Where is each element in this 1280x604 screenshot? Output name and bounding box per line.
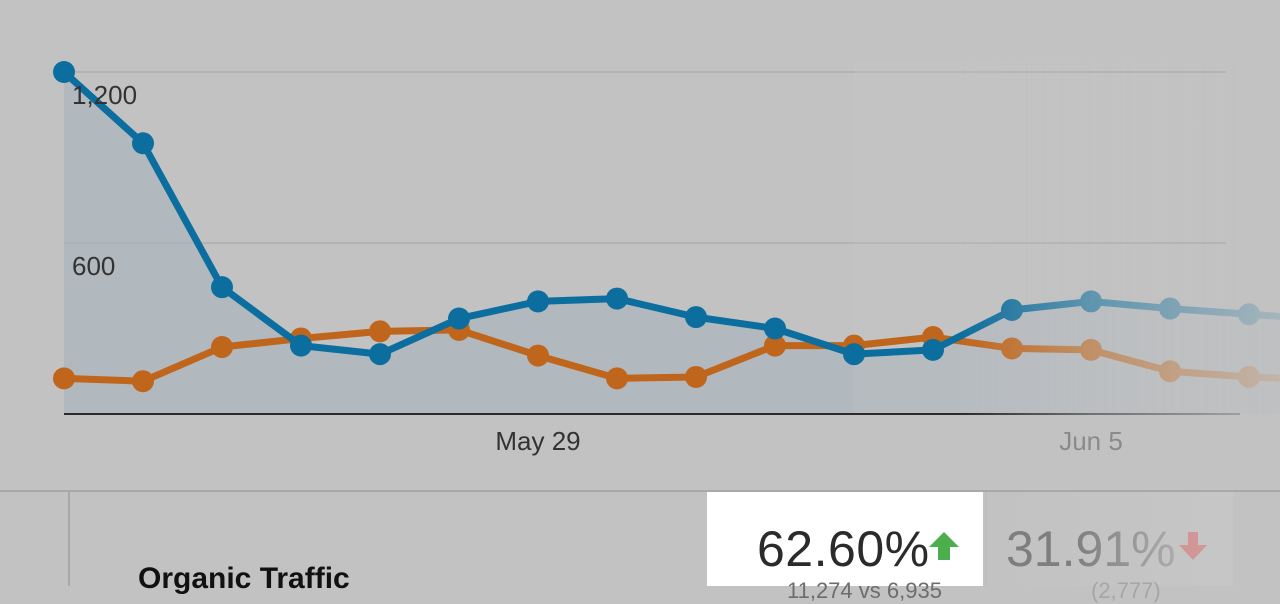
series-1-point-15 (1238, 365, 1260, 388)
current-period-cell[interactable]: 62.60% 11,274 vs 6,935 (707, 492, 983, 603)
series-0-point-0 (53, 61, 75, 83)
series-0-point-1 (132, 132, 154, 155)
series-0-point-12 (1001, 298, 1023, 321)
series-0-point-13 (1080, 290, 1102, 313)
series-1-point-8 (685, 365, 707, 388)
series-1-point-7 (606, 367, 628, 390)
current-change-percent: 62.60% (757, 521, 930, 577)
chart-svg: 1,200 600 May 29 Jun 5 (53, 61, 1280, 456)
projected-band (854, 62, 1246, 414)
series-0-point-9 (764, 317, 786, 340)
row-handle-cell (0, 492, 70, 586)
series-0-point-6 (527, 290, 549, 313)
previous-change-percent: 31.91% (1006, 521, 1176, 577)
x-tick-label-1: Jun 5 (1059, 426, 1123, 456)
series-0-point-15 (1238, 303, 1260, 326)
x-tick-label-0: May 29 (495, 426, 580, 456)
series-0-point-3 (290, 334, 312, 357)
series-0-point-5 (448, 307, 470, 330)
series-1-point-0 (53, 367, 75, 390)
previous-period-cell[interactable]: 31.91% (2,777) (985, 492, 1233, 603)
series-0-point-7 (606, 287, 628, 310)
series-1-point-6 (527, 344, 549, 367)
series-0-point-8 (685, 306, 707, 329)
series-1-point-2 (211, 336, 233, 359)
series-1-point-12 (1001, 337, 1023, 360)
series-0-point-4 (369, 343, 391, 366)
metric-name[interactable]: Organic Traffic (138, 562, 350, 595)
series-0-point-14 (1159, 297, 1181, 320)
arrow-up-icon (929, 532, 959, 560)
series-1-point-1 (132, 370, 154, 393)
y-tick-label-1: 600 (72, 251, 115, 281)
series-0-point-2 (211, 276, 233, 299)
y-tick-label-0: 1,200 (72, 80, 137, 110)
previous-change-detail: (2,777) (1091, 578, 1161, 603)
current-change-detail: 11,274 vs 6,935 (787, 578, 942, 603)
series-1-point-13 (1080, 338, 1102, 361)
series-1-point-14 (1159, 360, 1181, 383)
line-chart: 1,200 600 May 29 Jun 5 (53, 61, 1280, 456)
series-1-point-9 (764, 334, 786, 357)
comparison-strip: Organic Traffic 62.60% 11,274 vs 6,935 3… (0, 490, 1280, 603)
arrow-down-icon (1179, 532, 1207, 560)
series-1-point-4 (369, 320, 391, 343)
series-0-point-10 (843, 343, 865, 366)
series-0-point-11 (922, 338, 944, 361)
